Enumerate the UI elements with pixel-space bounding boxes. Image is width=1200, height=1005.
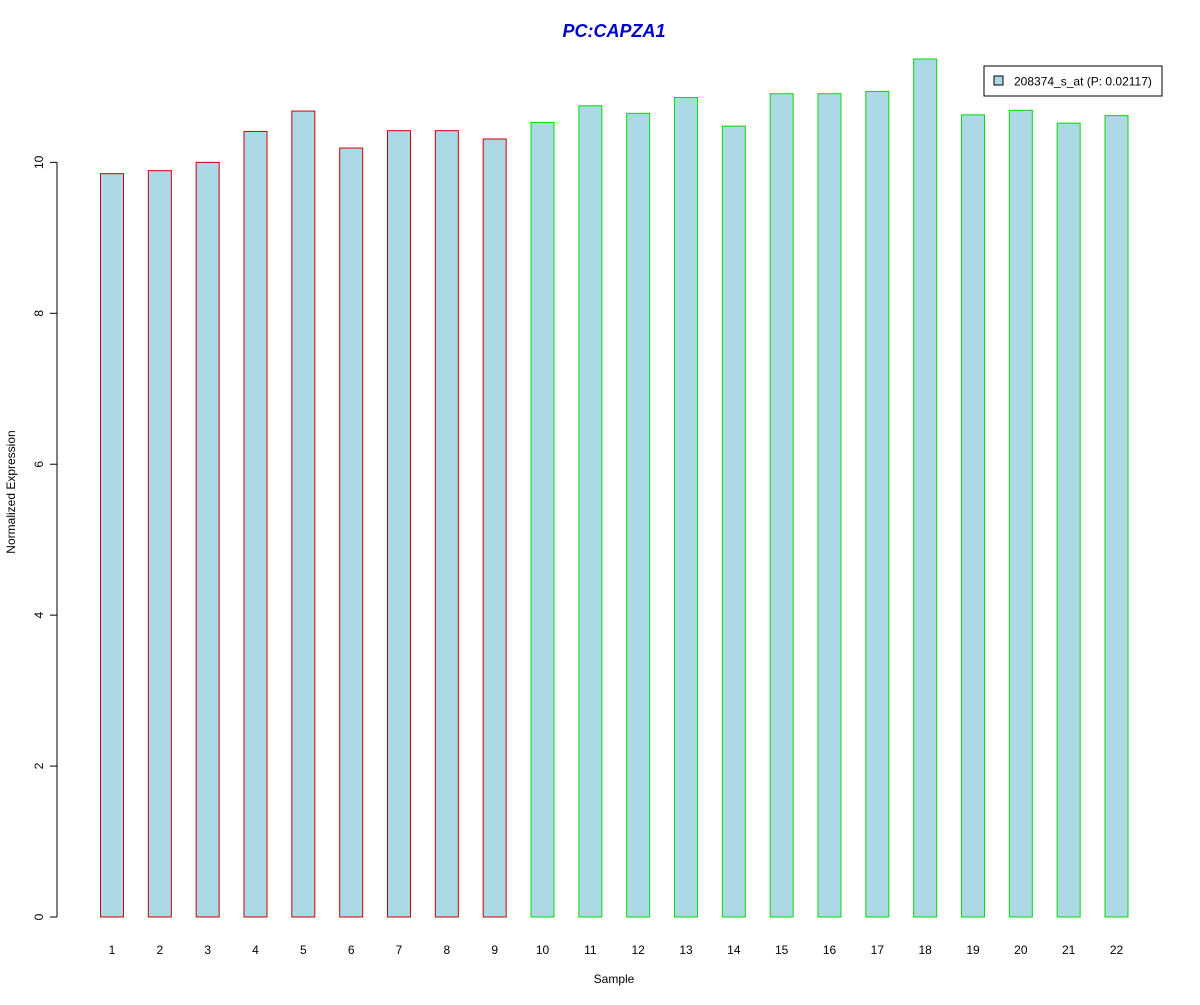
legend-swatch (993, 75, 1004, 86)
x-tick-label: 7 (396, 943, 403, 957)
x-tick-label: 11 (584, 943, 597, 957)
x-tick-label: 19 (966, 943, 980, 957)
legend: 208374_s_at (P: 0.02117) (983, 65, 1163, 97)
bar (1008, 109, 1033, 918)
legend-label: 208374_s_at (P: 0.02117) (1014, 75, 1152, 89)
y-tick-label: 8 (32, 310, 46, 317)
bar (961, 114, 985, 918)
x-tick-label: 14 (727, 943, 741, 957)
bar (865, 90, 890, 918)
bar (291, 110, 316, 918)
x-tick-label: 10 (536, 943, 550, 957)
bar (195, 161, 220, 918)
y-tick-label: 4 (32, 611, 46, 618)
y-axis: 0 2 4 6 8 10 (32, 155, 58, 920)
x-tick-label: 22 (1110, 943, 1124, 957)
y-tick-label: 10 (32, 155, 46, 169)
bars-group (100, 58, 1129, 918)
x-tick-label: 8 (443, 943, 450, 957)
bar (434, 130, 459, 918)
bar (530, 121, 555, 918)
bar (1056, 122, 1081, 918)
bar (578, 105, 603, 918)
bar (817, 93, 842, 918)
x-tick-label: 4 (252, 943, 259, 957)
bar (721, 125, 746, 918)
x-tick-label: 9 (491, 943, 498, 957)
bar (1104, 115, 1129, 918)
bar (339, 147, 364, 918)
y-axis-label: Normalized Expression (4, 430, 18, 553)
bar (769, 93, 794, 918)
x-tick-labels: 1 2 3 4 5 6 7 8 9 10 11 12 13 14 15 16 17 18 19 20 21 22 (109, 943, 1124, 957)
x-tick-label: 6 (348, 943, 355, 957)
x-tick-label: 5 (300, 943, 307, 957)
x-tick-label: 3 (204, 943, 211, 957)
x-tick-label: 1 (109, 943, 116, 957)
x-tick-label: 13 (679, 943, 693, 957)
x-tick-label: 17 (871, 943, 885, 957)
bar (387, 130, 411, 918)
x-tick-label: 12 (631, 943, 645, 957)
bar (674, 96, 698, 918)
chart-title: PC:CAPZA1 (562, 21, 665, 41)
x-tick-label: 21 (1062, 943, 1076, 957)
y-tick-label: 6 (32, 461, 46, 468)
x-axis-label: Sample (594, 972, 635, 986)
x-tick-label: 15 (775, 943, 789, 957)
x-tick-label: 2 (156, 943, 163, 957)
bar (147, 170, 172, 918)
x-tick-label: 16 (823, 943, 837, 957)
bar (100, 173, 124, 918)
y-tick-label: 0 (32, 913, 46, 920)
bar (626, 112, 651, 918)
bar (913, 58, 938, 918)
x-tick-label: 18 (918, 943, 932, 957)
y-tick-label: 2 (32, 762, 46, 769)
legend-box (983, 65, 1163, 97)
x-tick-label: 20 (1014, 943, 1028, 957)
bar (482, 138, 507, 918)
bar (243, 130, 268, 918)
